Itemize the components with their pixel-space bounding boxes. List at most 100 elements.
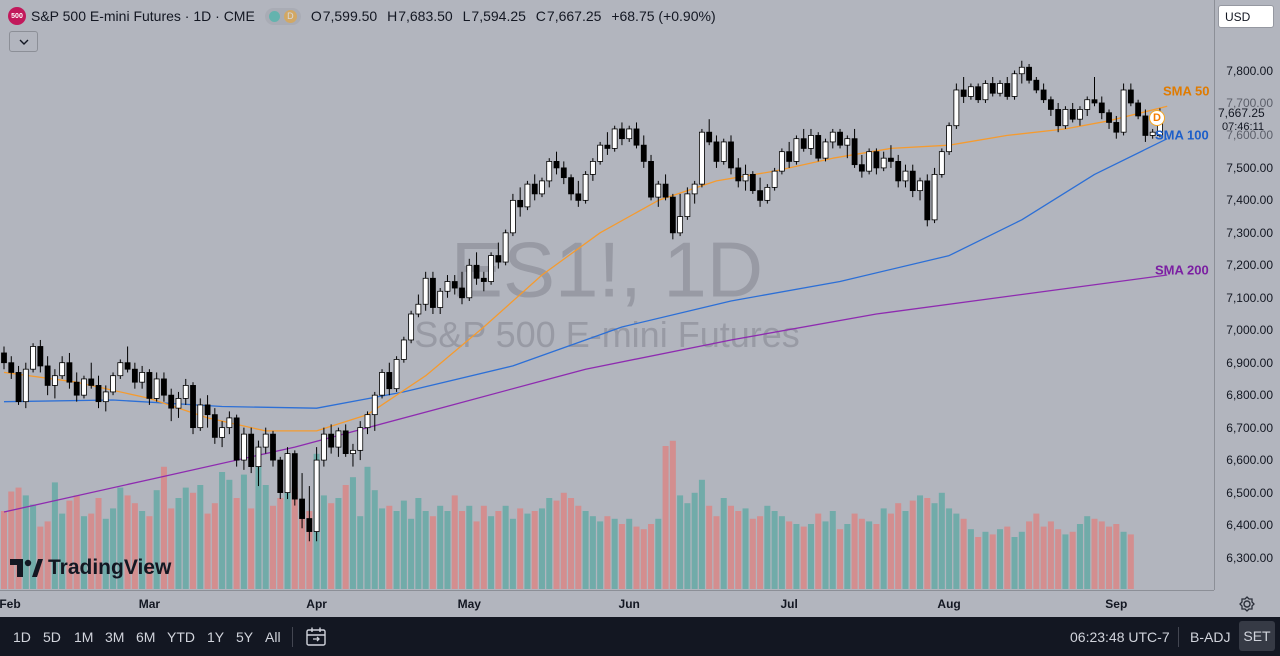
range-button-1y[interactable]: 1Y <box>207 629 225 645</box>
candle-down <box>66 362 73 383</box>
volume-bar <box>73 495 80 589</box>
price-tick-label: 6,500.00 <box>1226 485 1273 500</box>
volume-bar <box>110 508 117 589</box>
range-button-5d[interactable]: 5D <box>43 629 61 645</box>
status-dots[interactable]: D <box>264 7 301 25</box>
volume-bar <box>44 521 51 589</box>
volume-bar <box>30 504 37 589</box>
adjustment-toggle[interactable]: B-ADJ <box>1190 629 1231 645</box>
sma200-label: SMA 200 <box>1155 262 1209 278</box>
tradingview-logo-icon <box>10 559 43 577</box>
volume-bar <box>1033 513 1040 589</box>
collapse-legend-button[interactable] <box>9 31 38 52</box>
volume-bar <box>728 505 734 589</box>
candle-up <box>938 151 945 175</box>
volume-bar <box>989 534 996 589</box>
candle-down <box>248 433 255 467</box>
volume-bar <box>277 498 284 589</box>
sma50-line <box>3 105 1168 432</box>
volume-bar <box>1011 537 1018 589</box>
volume-bar <box>924 498 931 589</box>
candle-up <box>699 131 705 185</box>
time-axis[interactable]: Feb Mar Apr May Jun Jul Aug Sep <box>0 590 1214 618</box>
candle-down <box>851 138 858 166</box>
time-tick-label: Jun <box>618 597 640 611</box>
volume-bar <box>211 503 218 589</box>
price-tick-label: 6,700.00 <box>1226 420 1273 435</box>
candle-down <box>328 433 335 448</box>
candle-down <box>604 144 611 149</box>
volume-bar <box>95 498 102 589</box>
range-button-3m[interactable]: 3M <box>105 629 125 645</box>
volume-bar <box>393 511 400 589</box>
volume-bar <box>589 516 596 589</box>
volume-bar <box>255 466 262 589</box>
candle-down <box>44 365 51 386</box>
volume-bar <box>1018 531 1025 589</box>
volume-bar <box>364 466 371 589</box>
volume-bar <box>764 505 771 589</box>
clock[interactable]: 06:23:48 UTC-7 <box>1070 629 1170 645</box>
candle-down <box>575 193 582 201</box>
candle-down <box>124 362 131 370</box>
range-button-6m[interactable]: 6M <box>136 629 156 645</box>
candle-down <box>713 141 720 162</box>
session-settings-button[interactable]: SET <box>1239 621 1275 651</box>
volume-bar <box>633 526 640 589</box>
volume-bar <box>175 498 182 589</box>
range-button-ytd[interactable]: YTD <box>167 629 195 645</box>
sma200-line <box>3 274 1168 513</box>
price-tick-label: 7,200.00 <box>1226 258 1273 273</box>
volume-bar <box>975 537 982 589</box>
symbol-title[interactable]: S&P 500 E-mini Futures · 1D · CME <box>31 8 255 24</box>
candle-down <box>1106 112 1112 123</box>
candle-up <box>946 125 952 153</box>
dividend-marker-icon[interactable]: D <box>1149 110 1165 126</box>
volume-bar <box>626 518 633 589</box>
candle-down <box>211 414 218 438</box>
range-button-1d[interactable]: 1D <box>13 629 31 645</box>
range-button-all[interactable]: All <box>265 629 281 645</box>
candle-up <box>902 170 909 182</box>
volume-bar <box>800 526 807 589</box>
volume-bar <box>124 495 131 589</box>
range-button-5y[interactable]: 5Y <box>236 629 254 645</box>
candle-up <box>546 161 553 182</box>
currency-select[interactable]: USD <box>1218 5 1274 28</box>
ohlc-open: 7,599.50 <box>322 8 378 24</box>
candle-up <box>422 277 429 305</box>
date-range-calendar-icon[interactable] <box>306 627 326 646</box>
time-tick-label: Apr <box>306 597 327 611</box>
candle-up <box>742 173 749 182</box>
volume-bar <box>1106 526 1113 589</box>
volume-bar <box>829 511 836 589</box>
candle-up <box>684 193 691 218</box>
chart-settings-gear-icon[interactable] <box>1238 595 1256 613</box>
volume-bar <box>858 518 865 589</box>
candle-up <box>59 362 66 377</box>
candle-down <box>146 372 153 399</box>
chart-plot[interactable] <box>0 0 1214 590</box>
candle-down <box>553 161 560 169</box>
volume-bar <box>335 498 342 589</box>
candle-up <box>793 138 800 162</box>
candle-down <box>837 131 843 146</box>
volume-bar <box>618 524 625 589</box>
tradingview-logo[interactable]: TradingView <box>10 556 171 580</box>
volume-bar <box>466 505 473 589</box>
candle-down <box>1055 109 1062 127</box>
candle-down <box>662 183 669 198</box>
candle-up <box>778 151 785 172</box>
price-axis[interactable]: 7,800.00 7,700.00 7,600.00 7,500.00 7,400.00… <box>1214 0 1280 590</box>
volume-bar <box>953 513 960 589</box>
volume-bar <box>66 500 73 589</box>
volume-bar <box>720 498 727 589</box>
chevron-down-icon <box>19 39 28 45</box>
chart-area[interactable]: ES1!, 1D S&P 500 E-mini Futures 500 S&P … <box>0 0 1214 590</box>
watermark-name: S&P 500 E-mini Futures <box>414 314 800 355</box>
volume-bar <box>538 508 545 589</box>
symbol-logo-icon: 500 <box>8 7 26 25</box>
range-button-1m[interactable]: 1M <box>74 629 94 645</box>
volume-bar <box>946 508 953 589</box>
volume-bar <box>866 521 873 589</box>
